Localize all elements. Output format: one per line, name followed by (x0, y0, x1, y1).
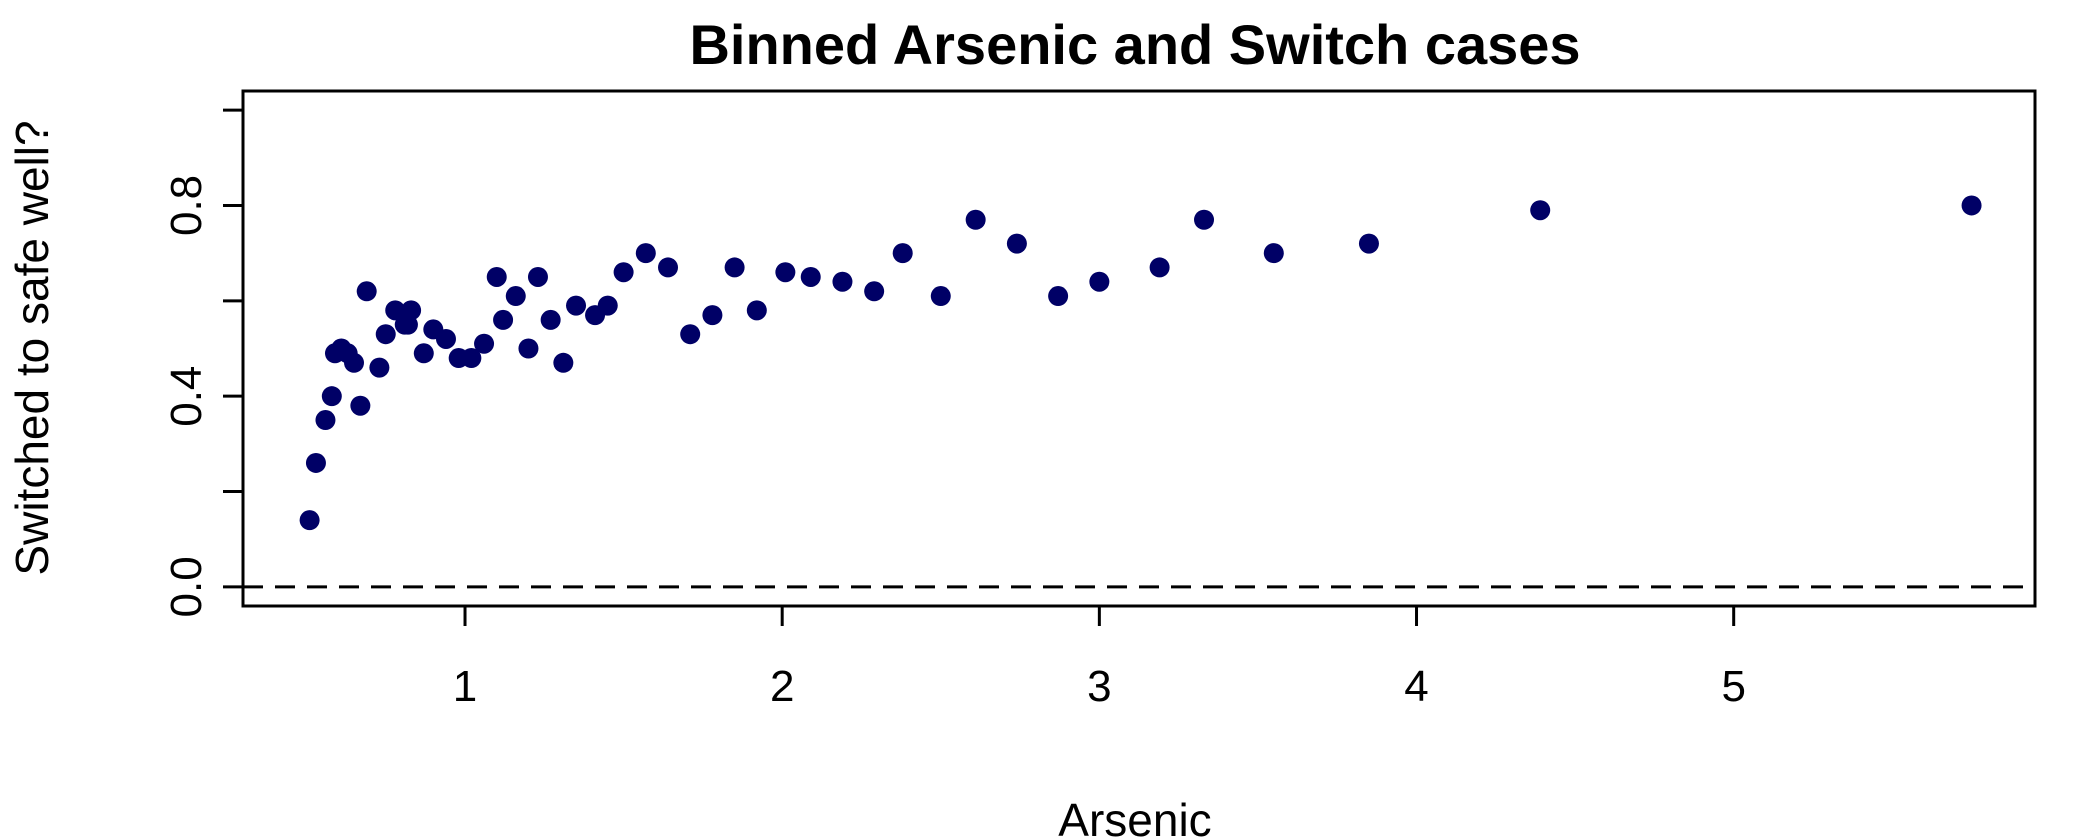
data-point (1358, 233, 1379, 254)
data-point (474, 333, 495, 354)
data-point (486, 266, 507, 287)
data-point (356, 281, 377, 302)
data-point (315, 410, 336, 431)
chart-title: Binned Arsenic and Switch cases (689, 13, 1580, 76)
data-point (613, 262, 634, 283)
data-point (566, 295, 587, 316)
data-point (435, 328, 456, 349)
data-point (832, 271, 853, 292)
data-point (413, 343, 434, 364)
y-tick-label: 0.4 (162, 366, 211, 427)
plot-frame (241, 89, 2037, 608)
data-point (461, 348, 482, 369)
data-point (965, 209, 986, 230)
data-point (344, 352, 365, 373)
x-tick-label: 1 (453, 662, 477, 711)
data-points (299, 195, 1982, 531)
data-point (702, 305, 723, 326)
data-point (540, 309, 561, 330)
x-tick-label: 4 (1404, 662, 1428, 711)
data-point (1263, 243, 1284, 264)
data-point (1149, 257, 1170, 278)
data-point (375, 324, 396, 345)
data-point (800, 266, 821, 287)
y-tick-label: 0.0 (162, 556, 211, 617)
data-point (553, 352, 574, 373)
data-point (505, 286, 526, 307)
x-tick-label: 5 (1721, 662, 1745, 711)
data-point (864, 281, 885, 302)
data-point (518, 338, 539, 359)
x-tick-label: 3 (1087, 662, 1111, 711)
data-point (369, 357, 390, 378)
y-axis-label: Switched to safe well? (6, 120, 58, 575)
data-point (635, 243, 656, 264)
data-point (527, 266, 548, 287)
data-point (305, 452, 326, 473)
data-point (775, 262, 796, 283)
data-point (1048, 286, 1069, 307)
x-tick-label: 2 (770, 662, 794, 711)
data-point (1006, 233, 1027, 254)
x-axis-label: Arsenic (1058, 794, 1211, 840)
data-point (1961, 195, 1982, 216)
data-point (1530, 200, 1551, 221)
data-point (746, 300, 767, 321)
data-point (401, 300, 422, 321)
data-point (350, 395, 371, 416)
data-point (597, 295, 618, 316)
data-point (493, 309, 514, 330)
data-point (658, 257, 679, 278)
data-point (930, 286, 951, 307)
data-point (321, 386, 342, 407)
data-point (1089, 271, 1110, 292)
data-point (1194, 209, 1215, 230)
y-tick-label: 0.8 (162, 175, 211, 236)
data-point (385, 300, 406, 321)
data-point (892, 243, 913, 264)
data-point (299, 510, 320, 531)
data-point (724, 257, 745, 278)
y-axis: 0.0 0.4 0.8 (162, 108, 245, 618)
data-point (680, 324, 701, 345)
x-axis: 1 2 3 4 5 (453, 604, 1746, 711)
